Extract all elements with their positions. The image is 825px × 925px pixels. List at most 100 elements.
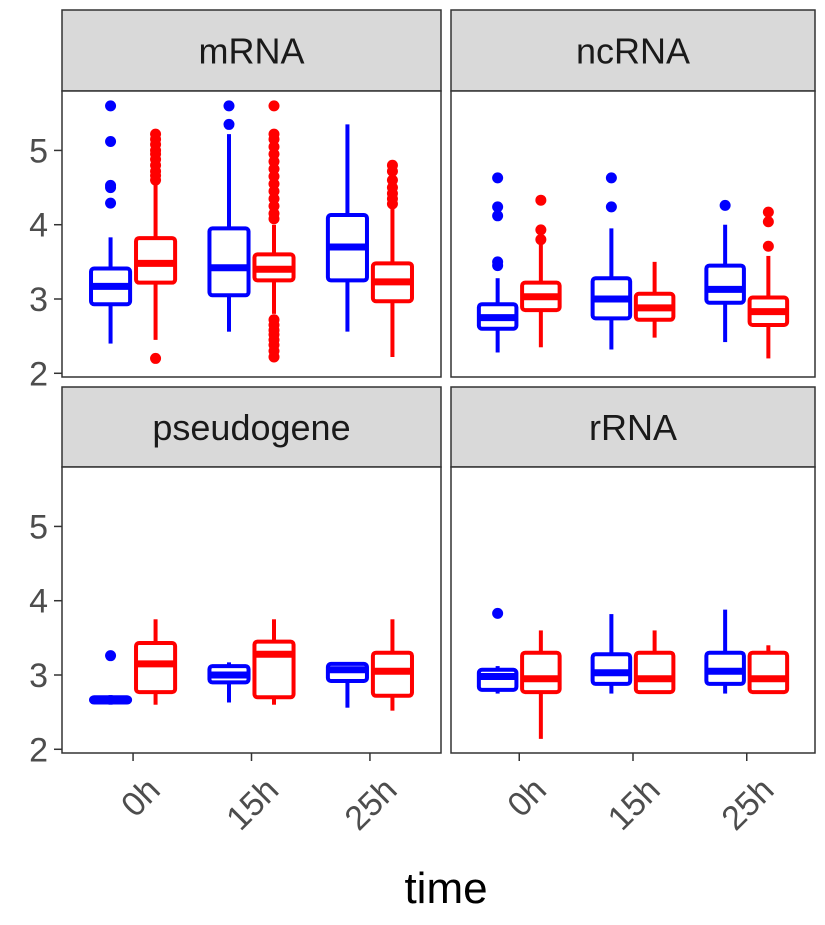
y-tick-label: 4 [29,207,48,245]
y-tick-label: 3 [29,657,48,695]
x-tick-label: 15h [219,771,286,838]
outlier-point [386,198,398,210]
box-ncrna-0h-group-1 [520,194,562,348]
outlier-point [492,201,504,213]
x-tick-label: 25h [714,771,781,838]
x-axis-pseudogene: 0h 15h 25h [114,753,405,838]
panel-ncrna: ncRNA [450,9,816,378]
panel-border-pseudogene [61,466,442,754]
outlier-point [762,206,774,218]
outlier-point [105,197,117,209]
outlier-point [605,172,617,184]
panel-marks-pseudogene [89,619,414,711]
box-body [704,263,746,305]
outlier-point [762,216,774,228]
outlier-point [223,118,235,130]
box-mrna-0h-group-0 [89,100,133,344]
box-body [590,652,633,686]
box-ncrna-15h-group-1 [633,261,676,338]
outlier-point [605,201,617,213]
x-tick-label: 0h [500,771,554,825]
box-ncrna-25h-group-1 [747,206,790,359]
outlier-point [223,100,235,112]
box-mrna-25h-group-1 [370,159,414,357]
y-axis-top: 2 3 4 5 [29,132,62,393]
panel-mrna: mRNA [61,9,442,378]
box-pseudogene-15h-group-1 [252,619,296,705]
panel-border-rrna [450,466,816,754]
box-pseudogene-0h-group-1 [134,619,178,705]
box-rrna-25h-group-0 [704,609,746,694]
box-mrna-15h-group-0 [207,100,251,332]
box-body [633,650,676,695]
outlier-point [268,351,280,363]
box-body [520,650,562,695]
outlier-point [535,194,547,206]
strip-label-ncrna: ncRNA [576,31,690,72]
outlier-point [105,182,117,194]
y-tick-label: 2 [29,355,48,393]
strip-background-ncrna [450,9,816,92]
y-tick-label: 4 [29,583,48,621]
x-axis-title: time [404,864,487,913]
outlier-point [105,650,117,662]
outlier-point [762,240,774,252]
outlier-point [535,224,547,236]
box-body [252,639,296,700]
box-body [134,641,178,695]
box-ncrna-0h-group-0 [476,172,519,353]
box-ncrna-25h-group-0 [704,199,746,343]
panel-marks-mrna [89,100,414,364]
box-mrna-25h-group-0 [325,124,369,332]
x-tick-label: 0h [114,771,168,825]
x-tick-label: 15h [601,771,668,838]
panel-pseudogene: pseudogene [61,386,442,754]
outlier-point [492,260,504,272]
box-pseudogene-25h-group-1 [370,619,414,711]
strip-label-rrna: rRNA [589,407,677,448]
y-tick-label: 2 [29,731,48,769]
panel-border-mrna [61,90,442,378]
strip-label-pseudogene: pseudogene [152,407,350,448]
box-pseudogene-0h-group-0 [89,650,133,705]
y-axis-bottom: 2 3 4 5 [29,508,62,769]
y-tick-label: 5 [29,132,48,170]
y-tick-label: 3 [29,281,48,319]
box-rrna-25h-group-1 [747,645,790,695]
box-rrna-15h-group-0 [590,614,633,694]
outlier-point [150,352,162,364]
box-pseudogene-25h-group-0 [325,661,369,708]
box-body [207,226,251,298]
outlier-point [386,165,398,177]
outlier-point [492,210,504,222]
panels-layer: mRNA ncRNA pseudogene rRNA [61,9,816,754]
outlier-point [268,213,280,225]
outlier-point [492,172,504,184]
box-mrna-0h-group-1 [134,128,178,364]
box-mrna-15h-group-1 [252,100,296,363]
box-body [747,650,790,695]
outlier-point [150,174,162,186]
outlier-point [535,234,547,246]
box-rrna-0h-group-1 [520,630,562,739]
panel-border-ncrna [450,90,816,378]
outlier-point [492,607,504,619]
outlier-point [105,136,117,148]
box-ncrna-15h-group-0 [590,172,633,350]
x-axis-rrna: 0h 15h 25h [500,753,781,838]
panel-marks-rrna [476,607,790,739]
outlier-point [105,100,117,112]
strip-background-mrna [61,9,442,92]
box-pseudogene-15h-group-0 [207,662,251,703]
panel-marks-ncrna [476,172,790,359]
strip-label-mrna: mRNA [199,31,305,72]
x-tick-label: 25h [338,771,405,838]
y-tick-label: 5 [29,508,48,546]
box-rrna-0h-group-0 [476,607,519,694]
box-rrna-15h-group-1 [633,630,676,695]
outlier-point [268,100,280,112]
panel-rrna: rRNA [450,386,816,754]
outlier-point [719,199,731,211]
